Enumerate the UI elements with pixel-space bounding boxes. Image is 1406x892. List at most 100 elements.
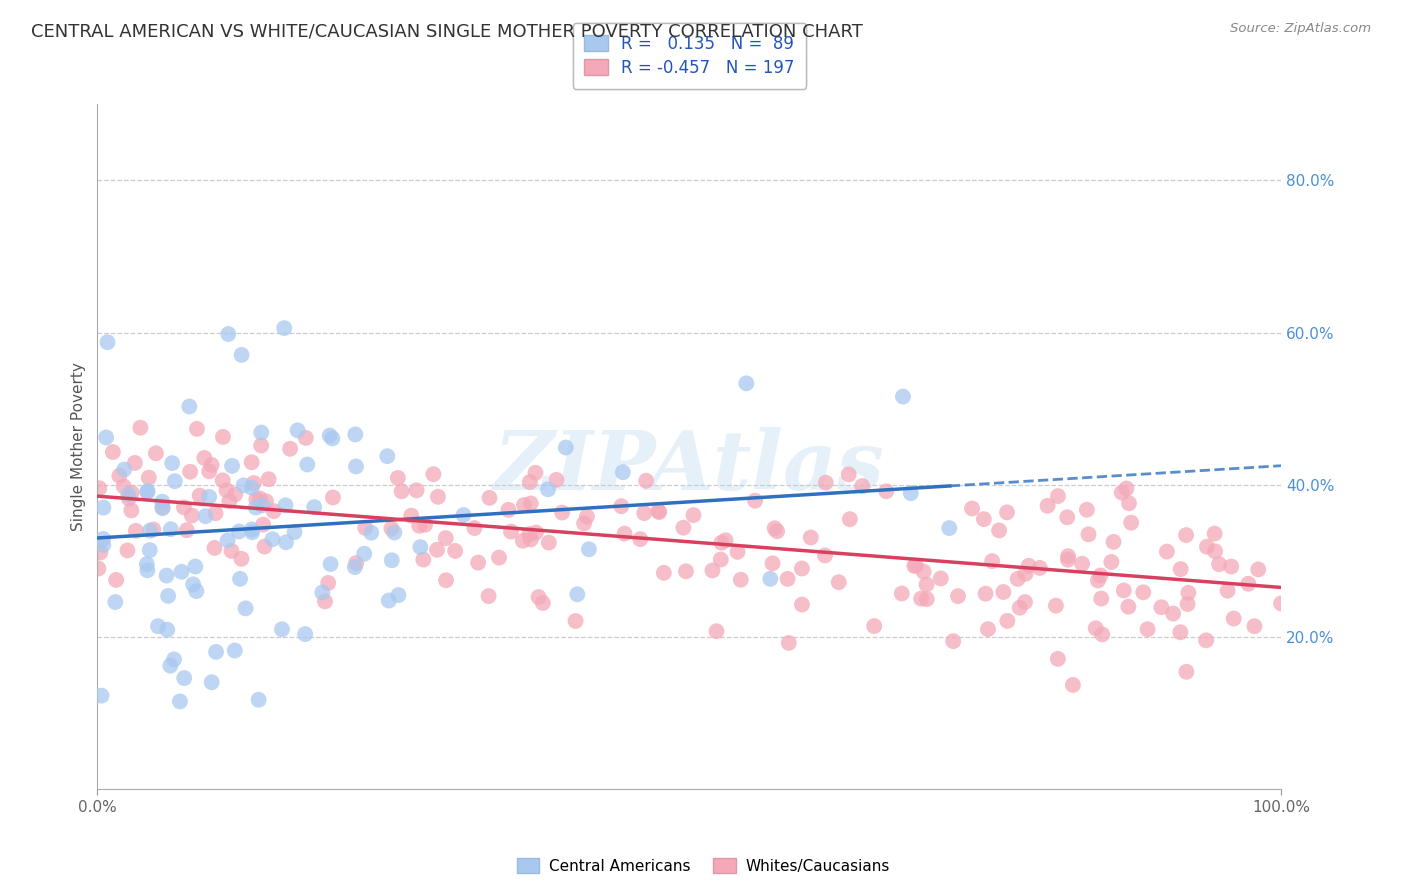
Point — [159, 658, 181, 673]
Point — [647, 504, 669, 518]
Point — [1111, 485, 1133, 500]
Point — [960, 501, 983, 516]
Point — [262, 532, 284, 546]
Point — [488, 550, 510, 565]
Point — [204, 541, 226, 555]
Point — [408, 518, 430, 533]
Point — [1018, 558, 1040, 573]
Point — [212, 430, 235, 444]
Point — [1136, 622, 1159, 636]
Point — [1008, 600, 1031, 615]
Point — [1195, 540, 1218, 554]
Point — [648, 505, 671, 519]
Point — [1237, 576, 1260, 591]
Point — [138, 470, 160, 484]
Point — [1177, 597, 1199, 611]
Point — [727, 545, 749, 559]
Point — [613, 526, 636, 541]
Point — [995, 614, 1018, 628]
Point — [929, 572, 952, 586]
Point — [838, 467, 860, 482]
Point — [1029, 561, 1052, 575]
Point — [211, 474, 233, 488]
Point — [628, 532, 651, 546]
Point — [321, 431, 343, 445]
Point — [344, 427, 367, 442]
Point — [136, 563, 159, 577]
Point — [245, 492, 267, 507]
Point — [412, 552, 434, 566]
Point — [1057, 552, 1080, 566]
Point — [1045, 599, 1067, 613]
Point — [744, 493, 766, 508]
Point — [125, 524, 148, 538]
Point — [112, 462, 135, 476]
Point — [231, 348, 253, 362]
Point — [1007, 572, 1029, 586]
Point — [344, 459, 367, 474]
Point — [180, 508, 202, 523]
Point — [477, 589, 499, 603]
Point — [353, 547, 375, 561]
Point — [890, 586, 912, 600]
Point — [1090, 591, 1112, 606]
Point — [499, 524, 522, 539]
Point — [1014, 566, 1036, 581]
Point — [1115, 482, 1137, 496]
Point — [531, 596, 554, 610]
Point — [578, 542, 600, 557]
Point — [136, 484, 159, 499]
Point — [467, 556, 489, 570]
Point — [250, 438, 273, 452]
Point — [1071, 557, 1094, 571]
Point — [157, 589, 180, 603]
Point — [498, 503, 520, 517]
Point — [184, 559, 207, 574]
Point — [1057, 549, 1080, 564]
Point — [152, 501, 174, 516]
Point — [194, 509, 217, 524]
Text: Source: ZipAtlas.com: Source: ZipAtlas.com — [1230, 22, 1371, 36]
Point — [283, 524, 305, 539]
Point — [193, 450, 215, 465]
Point — [828, 575, 851, 590]
Point — [204, 506, 226, 520]
Point — [946, 589, 969, 603]
Point — [426, 542, 449, 557]
Point — [974, 587, 997, 601]
Point — [546, 473, 568, 487]
Point — [1046, 652, 1069, 666]
Point — [572, 516, 595, 531]
Point — [173, 671, 195, 685]
Point — [1175, 665, 1198, 679]
Point — [224, 643, 246, 657]
Point — [675, 564, 697, 578]
Point — [159, 522, 181, 536]
Point — [89, 481, 111, 495]
Point — [105, 573, 128, 587]
Point — [453, 508, 475, 522]
Point — [186, 422, 208, 436]
Point — [714, 533, 737, 548]
Point — [91, 538, 114, 552]
Point — [702, 564, 724, 578]
Point — [652, 566, 675, 580]
Text: CENTRAL AMERICAN VS WHITE/CAUCASIAN SINGLE MOTHER POVERTY CORRELATION CHART: CENTRAL AMERICAN VS WHITE/CAUCASIAN SING… — [31, 22, 863, 40]
Point — [170, 565, 193, 579]
Point — [112, 479, 135, 493]
Point — [181, 577, 204, 591]
Point — [176, 523, 198, 537]
Point — [118, 491, 141, 506]
Point — [186, 584, 208, 599]
Point — [217, 533, 239, 548]
Point — [135, 557, 157, 571]
Point — [297, 458, 319, 472]
Point — [136, 484, 159, 499]
Point — [221, 458, 243, 473]
Point — [422, 467, 444, 482]
Point — [87, 561, 110, 575]
Point — [387, 588, 409, 602]
Point — [766, 524, 789, 539]
Point — [434, 573, 457, 587]
Point — [1118, 599, 1140, 614]
